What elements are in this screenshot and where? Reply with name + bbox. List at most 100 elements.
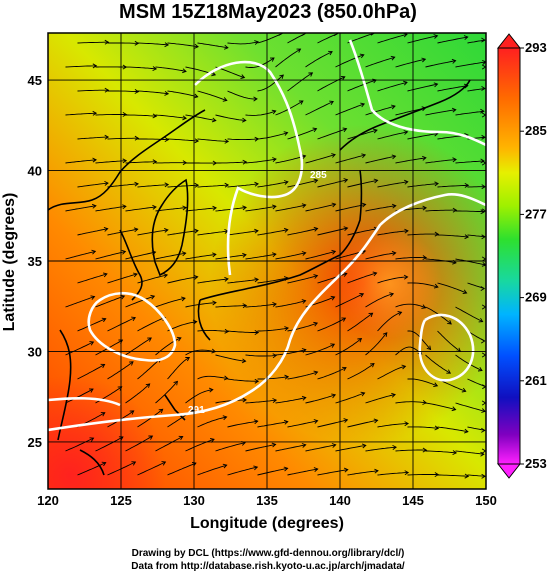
streamline (215, 114, 246, 121)
streamline (275, 444, 306, 452)
streamline (125, 337, 152, 356)
streamline (125, 161, 157, 164)
streamline-arrowhead (452, 157, 457, 163)
lon-tick-label: 130 (183, 493, 205, 508)
colorbar-body (497, 47, 521, 465)
streamline (347, 312, 373, 332)
streamline-arrowhead (131, 461, 137, 466)
streamline-arrowhead (269, 57, 275, 62)
streamline (467, 88, 485, 92)
streamline-arrowhead (283, 419, 289, 425)
streamline (365, 105, 396, 116)
streamline (365, 252, 396, 260)
streamline-arrowhead (182, 68, 187, 74)
streamline (305, 51, 333, 68)
streamline-arrowhead (284, 326, 289, 332)
streamline (65, 65, 97, 68)
streamline (107, 228, 138, 236)
streamline (227, 41, 259, 45)
streamline-arrowhead (254, 181, 259, 187)
streamline (275, 252, 306, 260)
streamline (77, 273, 108, 284)
streamline-arrowhead (404, 470, 410, 476)
streamline-arrowhead (452, 450, 458, 456)
streamline-arrowhead (283, 180, 289, 185)
map-title: MSM 15Z18May2023 (850.0hPa) (119, 1, 417, 23)
streamline (65, 112, 97, 116)
streamline-arrowhead (331, 249, 337, 255)
streamline-arrowhead (481, 134, 486, 140)
streamline-arrowhead (147, 337, 152, 342)
streamline (245, 303, 277, 308)
streamline-arrowhead (481, 234, 486, 240)
lat-tick-label: 45 (28, 73, 42, 88)
streamline (437, 474, 469, 477)
streamline (137, 184, 169, 188)
colorbar-level-label: 285 (525, 123, 547, 138)
streamline-arrowhead (296, 48, 302, 53)
streamline-arrowhead (272, 204, 277, 210)
streamline (197, 90, 227, 101)
streamline (437, 36, 468, 44)
streamline-arrowhead (329, 100, 334, 106)
streamline (155, 381, 178, 404)
streamline (155, 436, 183, 452)
streamline-arrowhead (372, 271, 378, 277)
streamline-arrowhead (271, 109, 277, 115)
streamline (407, 474, 439, 476)
streamline-arrowhead (164, 227, 169, 233)
streamline-arrowhead (182, 115, 187, 121)
streamline (197, 138, 229, 142)
streamline-arrowhead (390, 104, 396, 110)
streamline (395, 257, 427, 260)
streamline (245, 399, 277, 404)
streamline (377, 181, 408, 188)
streamline (377, 311, 402, 332)
streamline-arrowhead (92, 157, 97, 163)
streamline (317, 419, 348, 428)
streamline (287, 420, 318, 428)
streamline-arrowhead (391, 250, 397, 256)
streamline-arrowhead (194, 43, 199, 49)
streamline (65, 205, 96, 212)
streamline (335, 444, 366, 452)
streamline (437, 234, 469, 238)
streamline-arrowhead (152, 204, 157, 210)
streamline-arrowhead (342, 272, 348, 277)
lon-tick-label: 120 (37, 493, 59, 508)
streamline (425, 159, 457, 164)
streamline-arrowhead (152, 66, 158, 72)
streamline (287, 322, 318, 332)
streamline (125, 435, 153, 452)
streamline (257, 132, 288, 140)
streamline-arrowhead (401, 364, 407, 370)
streamline-arrowhead (242, 159, 248, 165)
streamline-arrowhead (181, 251, 187, 257)
streamline (77, 89, 109, 92)
streamline-arrowhead (313, 321, 319, 327)
streamline (227, 138, 259, 141)
streamline-arrowhead (451, 406, 457, 412)
streamline (365, 394, 396, 404)
streamline-arrowhead (224, 138, 230, 144)
streamline-arrowhead (91, 203, 97, 209)
streamline (155, 114, 187, 119)
streamline (407, 133, 438, 140)
streamline-arrowhead (92, 110, 98, 116)
streamline-arrowhead (208, 387, 214, 393)
streamline (377, 423, 409, 428)
streamline-arrowhead (121, 249, 127, 255)
streamline (305, 250, 336, 260)
streamline-arrowhead (129, 410, 135, 415)
streamline-arrowhead (253, 96, 258, 102)
streamline-arrowhead (389, 292, 395, 298)
streamline (365, 293, 394, 308)
streamline (185, 302, 217, 308)
streamline-arrowhead (164, 42, 170, 48)
streamline-arrowhead (173, 380, 178, 386)
streamline (155, 66, 187, 72)
streamline (227, 330, 259, 333)
lat-tick-label: 35 (28, 254, 42, 269)
streamline (317, 33, 338, 44)
streamline-arrowhead (181, 296, 186, 302)
